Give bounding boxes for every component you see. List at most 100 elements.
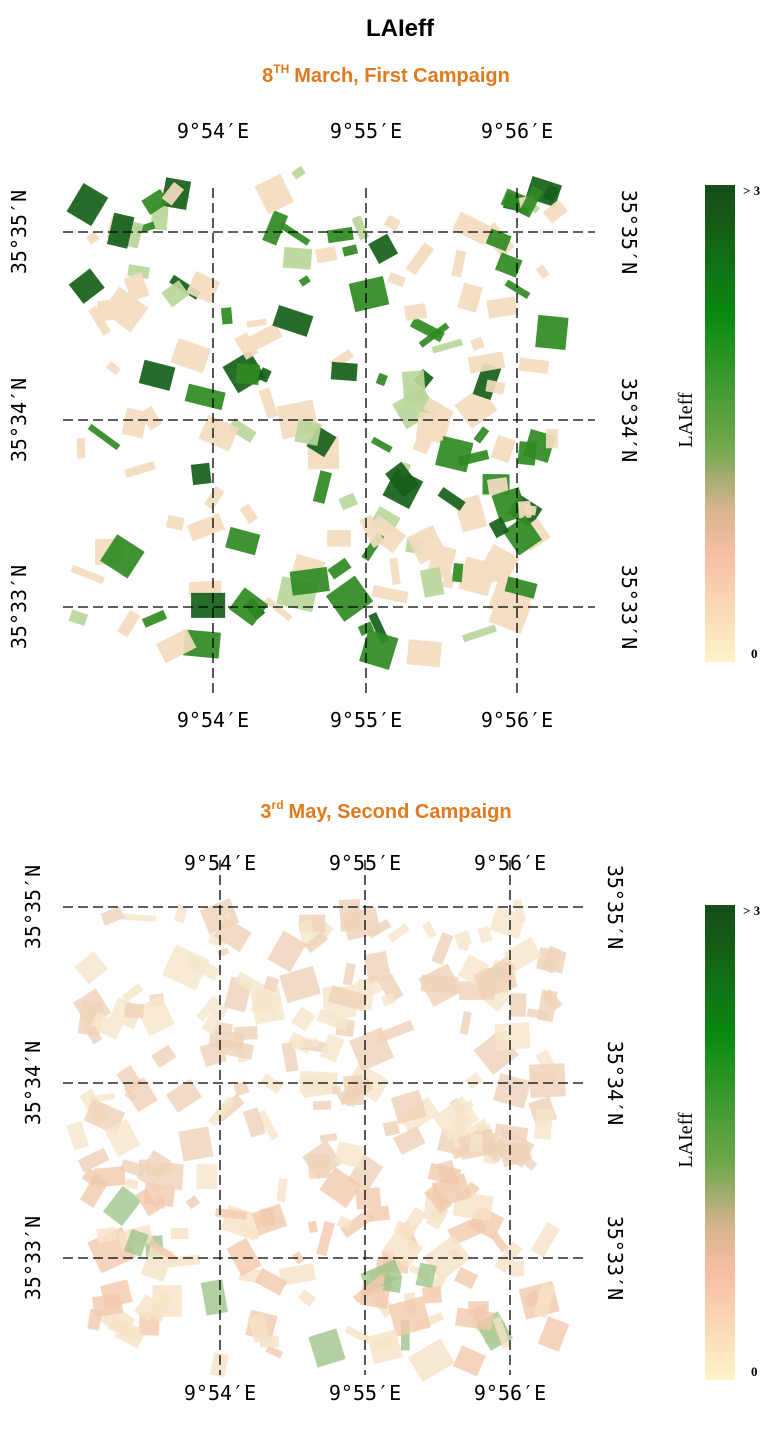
bottom-coord-label: 9°54′E [184, 1381, 256, 1405]
field-patch [331, 362, 358, 381]
field-patch [186, 1195, 200, 1209]
field-patch [451, 250, 466, 278]
field-patch [117, 610, 140, 638]
field-patch [534, 1109, 554, 1140]
field-patch [94, 1166, 126, 1187]
field-patch [88, 424, 121, 450]
field-patch [408, 1338, 455, 1382]
field-patch [327, 558, 351, 580]
field-patch [235, 363, 260, 385]
field-patch [402, 370, 426, 405]
field-patch [225, 527, 260, 555]
field-patch [66, 1121, 89, 1151]
top-coord-label: 9°54′E [177, 119, 249, 143]
field-patch [457, 283, 483, 313]
right-coord-label: 35°35′N [603, 865, 627, 949]
colorbar-max-label: > 3 [743, 183, 761, 198]
field-patch [186, 271, 220, 304]
figure-title: LAIeff [366, 15, 435, 42]
field-patch [327, 530, 351, 547]
field-patch [96, 1227, 117, 1243]
field-patch [294, 419, 321, 446]
field-patch [313, 470, 332, 504]
field-patch [404, 303, 427, 321]
bottom-coord-label: 9°56′E [481, 708, 553, 732]
field-patch [538, 1316, 569, 1351]
field-patch [308, 1329, 345, 1368]
top-coord-label: 9°56′E [481, 119, 553, 143]
top-coord-label: 9°55′E [330, 119, 402, 143]
field-patch [261, 1209, 276, 1226]
right-coord-label: 35°35′N [617, 190, 641, 274]
field-patch [259, 388, 279, 419]
field-patch [470, 1134, 483, 1152]
bottom-coord-label: 9°54′E [177, 708, 249, 732]
bottom-coord-label: 9°55′E [330, 708, 402, 732]
field-patch [517, 441, 537, 465]
bottom-coord-label: 9°56′E [474, 1381, 546, 1405]
field-patch [486, 296, 517, 318]
field-patch [349, 276, 390, 312]
left-coord-label: 35°34′N [21, 1041, 45, 1125]
left-coord-label: 35°35′N [7, 190, 31, 274]
field-patch [345, 1326, 371, 1344]
field-patch [124, 461, 156, 478]
field-patch [308, 1153, 331, 1179]
field-patch [495, 1022, 531, 1050]
field-patch [432, 339, 463, 354]
field-patch [246, 319, 266, 328]
field-patch [122, 408, 148, 439]
field-patch [355, 1187, 381, 1209]
field-patch [459, 1011, 471, 1035]
field-patch [422, 1286, 442, 1304]
field-patch [491, 435, 516, 463]
field-patch [87, 1309, 102, 1331]
field-patch [221, 307, 233, 324]
field-patch [531, 1222, 560, 1258]
field-patch [465, 1072, 483, 1089]
colorbar [705, 905, 735, 1380]
field-patch [151, 1045, 176, 1069]
field-patch [100, 906, 124, 926]
field-patch [338, 493, 358, 511]
left-coord-label: 35°34′N [7, 378, 31, 462]
field-patch [406, 639, 442, 667]
field-patch [435, 436, 473, 473]
field-patch [383, 1120, 400, 1136]
field-patch [187, 513, 225, 541]
field-patch [510, 993, 527, 1017]
field-patch [279, 222, 310, 245]
colorbar-title: LAIeff [675, 392, 697, 447]
bottom-coord-label: 9°55′E [329, 1381, 401, 1405]
field-patch [234, 1026, 258, 1040]
field-patch [462, 624, 497, 642]
field-patch [371, 585, 408, 603]
subtitle-text: May, Second Campaign [289, 801, 512, 823]
field-patch [308, 1221, 318, 1233]
field-patch [191, 593, 225, 618]
field-patch [267, 931, 306, 973]
colorbar-min-label: 0 [751, 646, 758, 661]
field-patch [406, 242, 435, 275]
field-patch [371, 437, 393, 453]
field-patch [452, 212, 493, 246]
field-patch [316, 1221, 335, 1256]
field-patch [529, 1063, 566, 1098]
field-patch [201, 1279, 228, 1316]
figure: LAIeff 8THMarch, First Campaign9°54′E9°5… [0, 0, 773, 1437]
field-patch [75, 951, 108, 984]
colorbar-max-label: > 3 [743, 903, 761, 918]
field-patch [299, 275, 311, 286]
field-patch [376, 373, 388, 386]
field-patch [122, 983, 144, 1002]
field-patch [495, 252, 523, 277]
field-patch [125, 1179, 138, 1190]
field-patch [276, 1178, 287, 1202]
field-patch [178, 1126, 213, 1161]
field-patch [260, 1073, 283, 1094]
field-patch [142, 610, 167, 628]
subtitle-text: March, First Campaign [294, 65, 510, 87]
field-patch [283, 247, 313, 270]
field-patch [546, 429, 558, 449]
